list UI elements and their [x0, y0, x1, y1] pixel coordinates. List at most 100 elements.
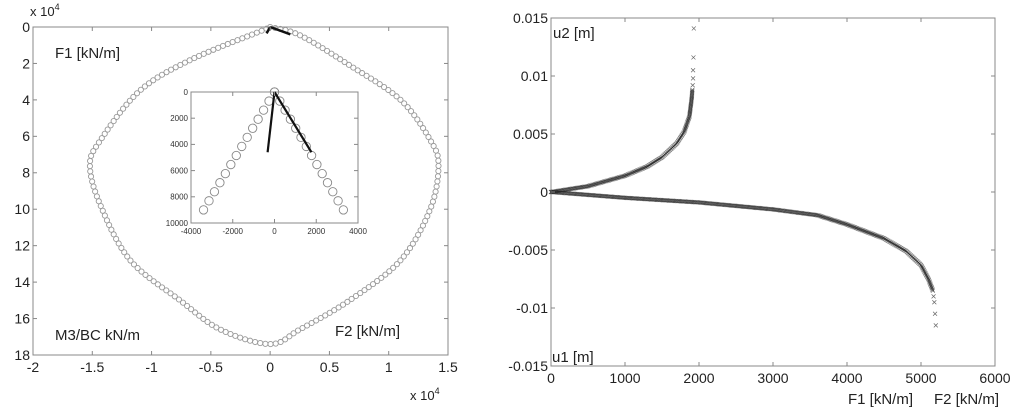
envelope-marker — [363, 72, 370, 79]
envelope-marker — [126, 97, 133, 104]
left-y-tick-label: 0 — [22, 19, 30, 35]
envelope-marker — [177, 61, 184, 68]
u2-marker — [691, 55, 696, 60]
envelope-marker — [154, 74, 161, 81]
inset-envelope-marker — [333, 196, 343, 206]
envelope-marker — [115, 240, 122, 247]
envelope-marker — [369, 281, 377, 288]
u1-marker — [927, 279, 932, 284]
envelope-marker — [145, 80, 153, 87]
left-x-tick-label: -1.5 — [80, 359, 104, 375]
u1-marker — [926, 277, 932, 283]
inset-envelope-marker — [291, 123, 301, 133]
envelope-marker — [434, 152, 441, 159]
envelope-marker — [422, 129, 429, 136]
inset-x-tick-label: 4000 — [349, 227, 367, 236]
envelope-marker — [192, 309, 199, 316]
envelope-marker — [134, 265, 141, 272]
envelope-marker — [415, 231, 422, 238]
inset-envelope-marker — [209, 187, 220, 197]
envelope-marker — [208, 321, 215, 328]
inset-envelope-marker — [322, 178, 333, 188]
envelope-marker — [108, 226, 115, 233]
envelope-marker — [435, 157, 442, 164]
envelope-marker — [138, 268, 145, 275]
right-y-tick-label: 0.015 — [513, 10, 548, 26]
left-x-tick-label: -1 — [145, 359, 158, 375]
envelope-marker — [200, 315, 207, 322]
envelope-marker — [365, 284, 372, 291]
left-x-exponent: x 104 — [410, 386, 440, 403]
left-y-tick-label: 12 — [14, 238, 30, 254]
u1-marker — [920, 266, 925, 271]
envelope-marker — [417, 227, 424, 234]
envelope-marker — [357, 290, 364, 297]
envelope-marker — [339, 301, 347, 308]
envelope-marker — [86, 163, 93, 170]
envelope-marker — [431, 193, 438, 200]
envelope-marker — [104, 126, 111, 133]
envelope-marker — [317, 314, 324, 322]
envelope-marker — [213, 324, 220, 331]
inset-envelope-marker — [280, 105, 290, 115]
left-y-tick-label: 18 — [14, 347, 30, 363]
inset-envelope-marker — [285, 114, 296, 124]
envelope-marker — [127, 257, 134, 264]
envelope-marker — [294, 327, 302, 334]
envelope-marker — [372, 78, 379, 85]
envelope-marker — [428, 203, 435, 210]
envelope-marker — [110, 118, 117, 125]
envelope-marker — [159, 284, 166, 291]
envelope-marker — [393, 93, 400, 100]
envelope-marker — [272, 340, 279, 347]
envelope-marker — [267, 341, 274, 348]
u1-marker — [924, 273, 929, 279]
right-x-tick-label: 0 — [547, 370, 555, 386]
envelope-marker — [434, 178, 441, 185]
envelope-marker — [252, 338, 259, 346]
inset-y-tick-label: 6000 — [170, 166, 188, 175]
inset-chart: -4000 -2000 0 2000 4000 0 2000 4000 6000 8000 1000… — [166, 87, 367, 236]
envelope-marker — [430, 142, 437, 150]
u1-marker — [925, 275, 931, 281]
envelope-marker — [110, 231, 117, 238]
envelope-marker — [88, 152, 95, 159]
right-y-tick-label: 0 — [540, 184, 548, 200]
u1-marker — [930, 288, 936, 293]
envelope-marker — [286, 333, 293, 340]
envelope-marker — [408, 108, 415, 115]
envelope-marker — [381, 83, 388, 91]
inset-envelope-marker — [204, 196, 214, 206]
envelope-marker — [167, 290, 174, 297]
left-y-exponent: x 104 — [30, 2, 60, 19]
envelope-marker — [344, 298, 351, 305]
right-y-tick-label: 0.01 — [521, 68, 548, 84]
u1-marker — [921, 267, 926, 272]
envelope-marker — [87, 173, 95, 180]
envelope-marker — [350, 64, 357, 71]
left-x-tick-label: 1 — [385, 359, 393, 375]
envelope-marker — [95, 139, 102, 146]
envelope-marker — [242, 336, 249, 343]
envelope-marker — [163, 69, 170, 76]
u1-marker — [928, 283, 934, 289]
envelope-marker — [411, 112, 418, 119]
u1-marker — [932, 311, 938, 317]
envelope-marker — [341, 58, 348, 66]
envelope-marker — [378, 274, 385, 281]
u2-marker — [690, 87, 695, 93]
inset-envelope-marker — [258, 105, 269, 115]
envelope-chart: -2 -1.5 -1 -0.5 0 0.5 1 1.5 0 2 4 6 8 10 12 14 16 18 x 10… — [14, 2, 458, 403]
inset-envelope-marker — [312, 159, 322, 170]
envelope-marker — [301, 34, 308, 41]
envelope-marker — [299, 324, 306, 332]
envelope-marker — [89, 178, 96, 185]
annotation-u2: u2 [m] — [553, 25, 595, 42]
envelope-marker — [390, 264, 397, 271]
envelope-marker — [179, 299, 187, 306]
u1-marker — [933, 323, 939, 328]
envelope-marker — [141, 83, 148, 90]
left-x-tick-label: 0.5 — [320, 359, 340, 375]
inset-y-tick-label: 0 — [184, 88, 189, 97]
envelope-marker — [322, 312, 329, 319]
